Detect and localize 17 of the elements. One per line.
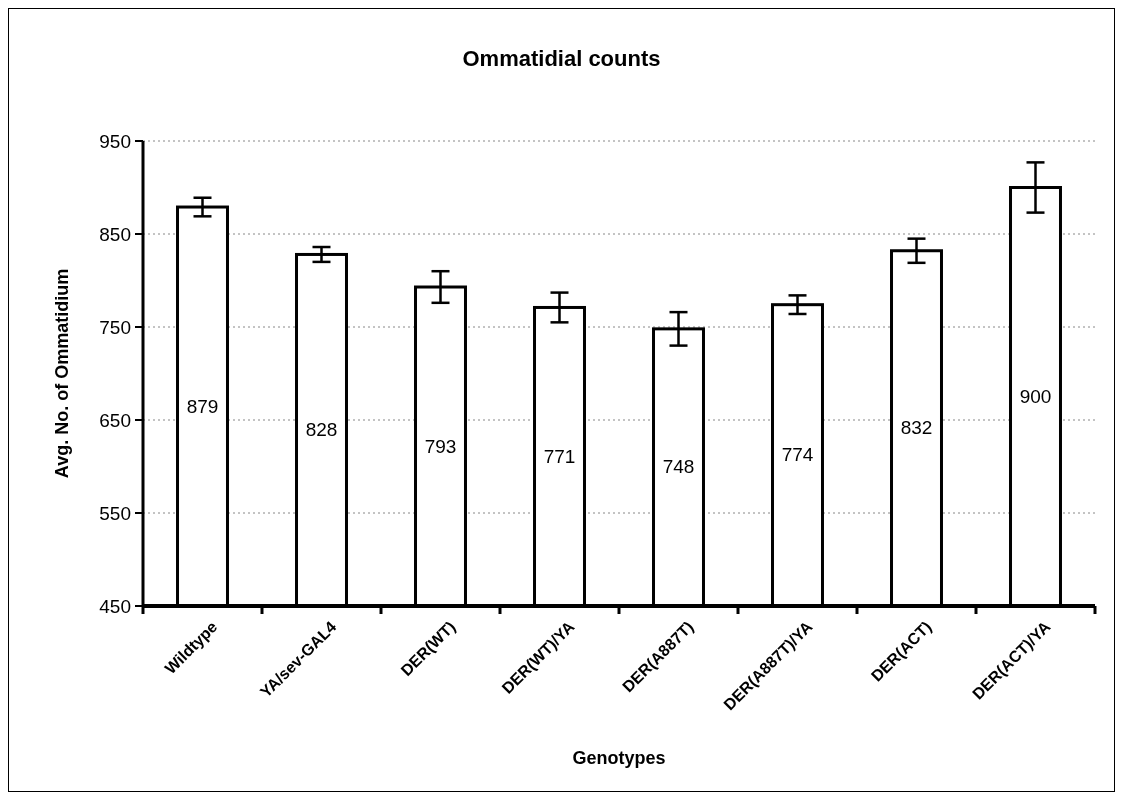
y-tick-label: 750: [99, 317, 131, 338]
data-label: 828: [305, 419, 338, 441]
data-label: 832: [900, 417, 933, 439]
data-label: 879: [186, 395, 219, 417]
data-label: 774: [781, 444, 814, 466]
y-tick-label: 650: [99, 410, 131, 431]
data-label: 748: [662, 456, 695, 478]
chart-title: Ommatidial counts: [462, 46, 661, 71]
y-axis-title: Avg. No. of Ommatidium: [52, 268, 72, 479]
y-tick-label: 850: [99, 224, 131, 245]
y-tick-label: 550: [99, 503, 131, 524]
y-tick-label: 450: [99, 596, 131, 617]
data-label: 900: [1019, 385, 1052, 407]
x-axis-title: Genotypes: [572, 748, 666, 768]
data-label: 771: [543, 445, 576, 467]
data-label: 793: [424, 435, 457, 457]
y-tick-label: 950: [99, 131, 131, 152]
